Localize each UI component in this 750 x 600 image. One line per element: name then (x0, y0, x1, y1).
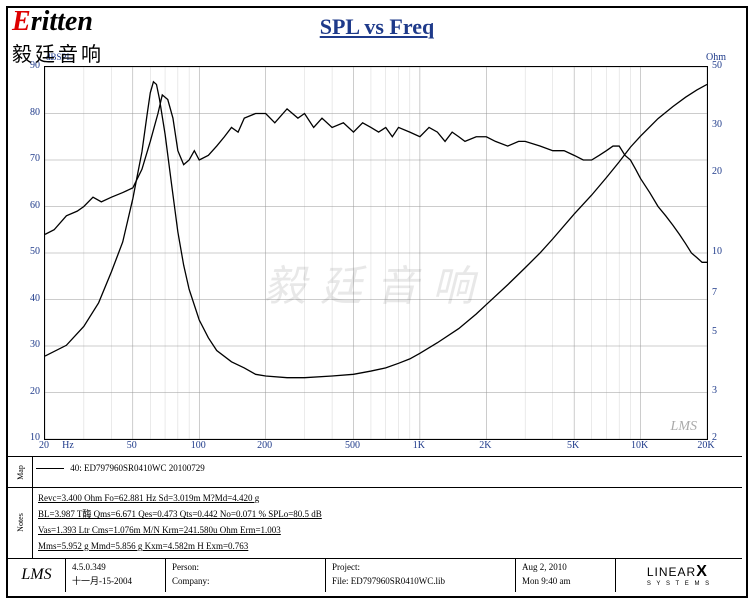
y-right-tick: 7 (712, 287, 737, 298)
date-line1: Aug 2, 2010 (522, 562, 567, 572)
notes-line: Mms=5.952 g Mmd=5.856 g Kxm=4.582m H Exm… (38, 538, 736, 554)
notes-line: Revc=3.400 Ohm Fo=62.881 Hz Sd=3.019m M?… (38, 490, 736, 506)
plot-svg (45, 67, 707, 439)
brand-rest: ritten (31, 6, 93, 37)
y-left-tick: 70 (15, 153, 40, 164)
map-section: Map 40: ED797960SR0410WC 20100729 (8, 456, 742, 488)
y-right-tick: 30 (712, 119, 737, 130)
x-tick: 50 (127, 440, 137, 451)
footer-lms-logo: LMS (8, 558, 66, 592)
linearx-x: X (696, 563, 708, 580)
y-left-tick: 40 (15, 293, 40, 304)
y-left-tick: 10 (15, 432, 40, 443)
legend-text: 40: ED797960SR0410WC 20100729 (70, 463, 205, 473)
footer-project: Project: File: ED797960SR0410WC.lib (326, 558, 516, 592)
brand-red-letter: E (12, 6, 31, 37)
legend-line-icon (36, 468, 64, 469)
x-tick: 1K (413, 440, 425, 451)
notes-section: Notes Revc=3.400 Ohm Fo=62.881 Hz Sd=3.0… (8, 486, 742, 559)
lms-mark: LMS (671, 419, 697, 435)
project-label: Project: (332, 562, 360, 572)
x-tick: 200 (257, 440, 272, 451)
map-side-label: Map (8, 457, 33, 487)
y-left-tick: 80 (15, 107, 40, 118)
y-left-tick: 50 (15, 246, 40, 257)
notes-line: Vas=1.393 Ltr Cms=1.076m M/N Krm=241.580… (38, 522, 736, 538)
y-left-tick: 30 (15, 339, 40, 350)
plot-area: 毅廷音响 LMS (44, 66, 708, 440)
chart-title: SPL vs Freq (8, 14, 746, 40)
person-label: Person: (172, 562, 199, 572)
footer-section: LMS 4.5.0.349 十一月-15-2004 Person: Compan… (8, 558, 742, 592)
footer-date: Aug 2, 2010 Mon 9:40 am (516, 558, 616, 592)
version-number: 4.5.0.349 (72, 562, 106, 572)
date-line2: Mon 9:40 am (522, 576, 571, 586)
legend-row: 40: ED797960SR0410WC 20100729 (36, 463, 205, 473)
x-tick: 2K (479, 440, 491, 451)
footer-version: 4.5.0.349 十一月-15-2004 (66, 558, 166, 592)
notes-side-label: Notes (8, 486, 33, 558)
linearx-text: LINEAR (647, 565, 696, 579)
brand-logo: Eritten (12, 6, 93, 38)
y-right-tick: 5 (712, 326, 737, 337)
notes-content: Revc=3.400 Ohm Fo=62.881 Hz Sd=3.019m M?… (38, 490, 736, 554)
x-tick: 10K (631, 440, 648, 451)
x-tick: 20K (697, 440, 714, 451)
y-right-tick: 3 (712, 385, 737, 396)
brand-subtitle: 毅廷音响 (12, 38, 104, 67)
y-right-tick: 20 (712, 166, 737, 177)
y-right-tick: 50 (712, 60, 737, 71)
footer-linearx: LINEARX S Y S T E M S (616, 558, 742, 592)
x-tick: 20 (39, 440, 49, 451)
x-tick: 5K (567, 440, 579, 451)
version-date: 十一月-15-2004 (72, 576, 132, 586)
x-unit: Hz (62, 440, 74, 451)
y-right-tick: 10 (712, 246, 737, 257)
notes-line: BL=3.987 T酶 Qms=6.671 Qes=0.473 Qts=0.44… (38, 506, 736, 522)
y-right-tick: 2 (712, 432, 737, 443)
y-left-tick: 60 (15, 200, 40, 211)
company-label: Company: (172, 576, 210, 586)
footer-person: Person: Company: (166, 558, 326, 592)
y-left-tick: 20 (15, 386, 40, 397)
x-tick: 100 (191, 440, 206, 451)
report-container: Eritten 毅廷音响 SPL vs Freq dBSPL Ohm 毅廷音响 … (6, 6, 748, 598)
linearx-systems: S Y S T E M S (647, 581, 711, 587)
file-label: File: ED797960SR0410WC.lib (332, 576, 445, 586)
x-tick: 500 (345, 440, 360, 451)
